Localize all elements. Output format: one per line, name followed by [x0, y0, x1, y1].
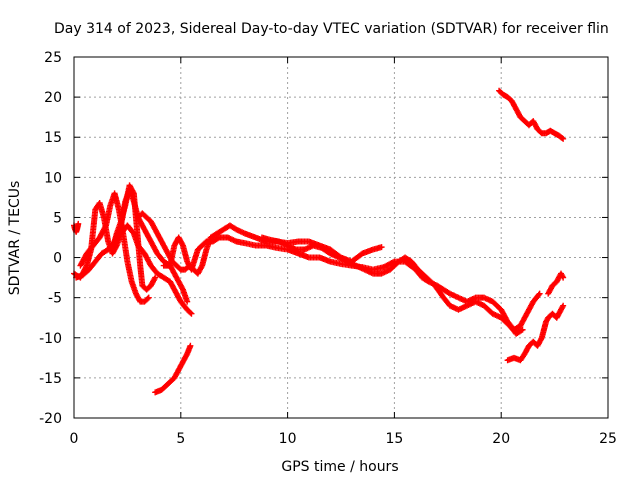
y-tick-label: 15 — [44, 130, 62, 146]
y-tick-label: 5 — [53, 210, 62, 226]
data-point — [559, 135, 566, 142]
data-point — [536, 290, 543, 297]
y-tick-label: 20 — [44, 90, 62, 106]
x-tick-label: 25 — [599, 431, 617, 447]
x-tick-label: 0 — [70, 431, 79, 447]
series-arc-5 — [109, 182, 159, 293]
data-point — [75, 220, 82, 227]
series-arc-9 — [152, 342, 194, 396]
data-point — [187, 342, 194, 349]
data-point — [560, 302, 567, 309]
y-tick-label: -5 — [48, 291, 62, 307]
data-point — [144, 295, 151, 302]
data-point — [188, 310, 195, 317]
data-point — [145, 294, 152, 301]
data-point — [535, 291, 542, 298]
series-arc-10 — [496, 87, 567, 142]
series-arc-12 — [545, 270, 567, 297]
x-tick-label: 5 — [176, 431, 185, 447]
data-point — [184, 298, 191, 305]
y-tick-label: -10 — [39, 331, 62, 347]
x-axis-label: GPS time / hours — [281, 459, 398, 475]
y-tick-label: 25 — [44, 50, 62, 66]
data-point — [518, 327, 525, 334]
grid — [74, 57, 608, 418]
data-points — [71, 87, 567, 396]
x-tick-label: 10 — [279, 431, 297, 447]
x-tick-label: 20 — [492, 431, 510, 447]
data-point — [378, 244, 385, 251]
data-point — [152, 274, 159, 281]
y-tick-label: 0 — [53, 251, 62, 267]
x-tick-label: 15 — [385, 431, 403, 447]
y-tick-label: 10 — [44, 170, 62, 186]
series-arc-4 — [77, 190, 152, 305]
axis-ticks: 0 5 10 15 20 25 -20 -15 -10 -5 0 5 10 15 20 25 — [39, 50, 617, 447]
data-point — [560, 135, 567, 142]
plot-frame — [73, 56, 609, 419]
data-point — [560, 274, 567, 281]
data-point — [519, 326, 526, 333]
series-arc-8 — [258, 234, 526, 337]
series-arc-11 — [504, 302, 567, 364]
y-tick-label: -20 — [39, 411, 62, 427]
y-tick-label: -15 — [39, 371, 62, 387]
data-point — [187, 309, 194, 316]
chart-title: Day 314 of 2023, Sidereal Day-to-day VTE… — [54, 21, 609, 37]
y-axis-label: SDTVAR / TECUs — [7, 181, 23, 296]
data-point — [214, 235, 221, 242]
